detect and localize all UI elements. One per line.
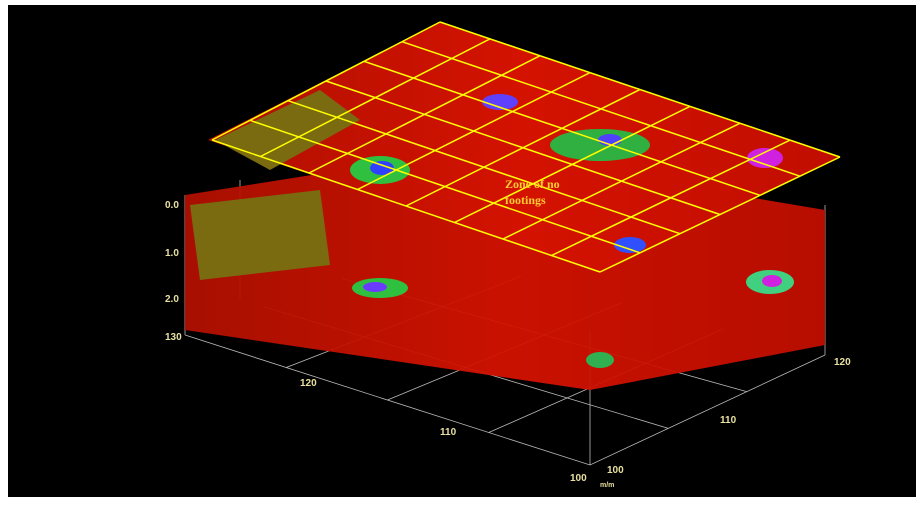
axis-label: 110 [440,427,457,438]
axis-label: 100 [607,465,624,476]
anomaly [762,275,782,287]
depth-label: 1.0 [165,248,179,259]
page: {"annotation": {"lines": ["Zone of no", … [0,0,924,509]
axis-label: 120 [834,357,851,368]
anomaly [586,352,614,368]
anomaly [363,282,387,292]
olive-patch [190,190,330,280]
depth-label: 0.0 [165,200,179,211]
axis-label: 100 [570,473,587,484]
unit-label: m/m [600,482,614,489]
axis-label: 120 [300,378,317,389]
depth-label: 2.0 [165,294,179,305]
annotation: footings [505,193,546,207]
axis-label: 130 [165,332,182,343]
axis-label: 110 [720,415,737,426]
visualization: Zone of no footings 0.0 1.0 2.0 130 120 … [0,0,924,509]
annotation: Zone of no [505,177,560,191]
